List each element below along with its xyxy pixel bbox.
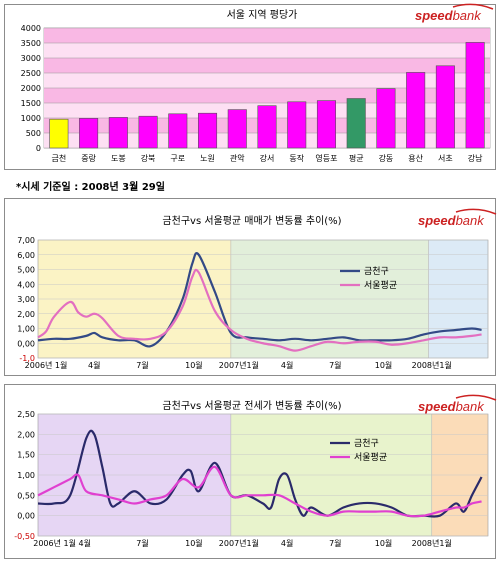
bar-도봉 — [108, 117, 128, 149]
y-tick-label: 2,00 — [17, 430, 35, 439]
series-line-금천구 — [37, 252, 482, 348]
y-tick-label: 0,00 — [17, 512, 35, 521]
x-tick-label: 7월 — [329, 538, 341, 548]
bar-강서 — [257, 105, 277, 149]
background-band — [44, 58, 490, 73]
y-tick-label: 6,00 — [17, 251, 35, 260]
bar-평균 — [346, 98, 366, 149]
y-tick-label: 4000 — [21, 24, 41, 33]
bar-노원 — [198, 112, 218, 149]
legend-label: 서울평균 — [354, 452, 387, 463]
x-tick-label: 10월 — [375, 538, 393, 548]
x-tick-label: 관악 — [230, 153, 245, 163]
x-tick-label: 영등포 — [315, 153, 337, 163]
y-tick-label: -1,0 — [19, 354, 35, 363]
y-tick-label: 7,00 — [17, 236, 35, 245]
y-tick-label: 0,50 — [17, 491, 35, 500]
x-tick-label: 강남 — [468, 153, 483, 163]
x-tick-label: 2006년 1월 — [25, 360, 68, 370]
chart-title: 금천구vs 서울평균 전세가 변동률 추이(%) — [162, 400, 341, 412]
y-tick-label: 1500 — [21, 99, 41, 108]
x-tick-label: 2007년1월 — [219, 538, 259, 548]
x-tick-label: 2007년1월 — [219, 360, 259, 370]
x-tick-label: 구로 — [170, 154, 185, 163]
speedbank-logo-swoosh — [455, 208, 497, 215]
x-tick-label: 용산 — [408, 153, 423, 163]
x-tick-label: 중랑 — [81, 153, 96, 163]
x-tick-label: 2008년1월 — [412, 360, 452, 370]
bar-강남 — [465, 42, 485, 149]
speedbank-logo: speedbank — [418, 213, 485, 228]
y-tick-label: 0,00 — [17, 339, 35, 348]
x-tick-label: 노원 — [200, 154, 215, 163]
x-tick-label: 10월 — [185, 538, 203, 548]
y-tick-label: 3,00 — [17, 295, 35, 304]
speedbank-logo: speedbank — [418, 399, 485, 414]
x-tick-label: 4월 — [281, 538, 293, 548]
legend-label: 서울평균 — [364, 280, 397, 291]
x-tick-label: 2008년1월 — [412, 538, 452, 548]
x-tick-label: 강북 — [141, 153, 156, 163]
series-line-서울평균 — [37, 268, 482, 352]
y-tick-label: 1,50 — [17, 451, 35, 460]
bar-금천 — [49, 118, 69, 149]
x-tick-label: 평균 — [349, 153, 364, 163]
x-tick-label: 금천 — [51, 153, 66, 163]
y-tick-label: 3000 — [21, 54, 41, 63]
legend-label: 금천구 — [354, 438, 379, 449]
x-tick-label: 10월 — [185, 360, 203, 370]
background-band — [44, 43, 490, 58]
bar-중랑 — [79, 118, 99, 149]
bar-영등포 — [316, 100, 336, 149]
bar-동작 — [287, 101, 307, 149]
y-tick-label: 4,00 — [17, 280, 35, 289]
bar-용산 — [406, 72, 426, 149]
reference-date-note: *시세 기준일 : 2008년 3월 29일 — [16, 182, 165, 193]
y-tick-label: 2,50 — [17, 410, 35, 419]
y-tick-label: 2000 — [21, 84, 41, 93]
y-tick-label: 500 — [26, 129, 41, 138]
y-tick-label: 1000 — [21, 114, 41, 123]
y-tick-label: 1,00 — [17, 471, 35, 480]
x-tick-label: 7월 — [329, 360, 341, 370]
background-band — [44, 28, 490, 43]
background-band — [44, 73, 490, 88]
series-line-서울평균 — [37, 465, 482, 518]
x-tick-label: 7월 — [136, 360, 148, 370]
x-tick-label: 도봉 — [111, 154, 126, 163]
x-tick-label: 서초 — [438, 154, 453, 163]
y-tick-label: -0,50 — [14, 532, 35, 541]
bar-관악 — [227, 109, 247, 149]
speedbank-logo-swoosh — [452, 3, 494, 10]
x-tick-label: 10월 — [375, 360, 393, 370]
y-tick-label: 3500 — [21, 39, 41, 48]
x-tick-label: 7월 — [136, 538, 148, 548]
y-tick-label: 5,00 — [17, 266, 35, 275]
legend-label: 금천구 — [364, 266, 389, 277]
chart-title: 서울 지역 평당가 — [227, 9, 298, 21]
bar-서초 — [435, 65, 455, 149]
bar-강동 — [376, 88, 396, 149]
x-tick-label: 4월 — [88, 360, 100, 370]
x-tick-label: 4월 — [281, 360, 293, 370]
x-tick-label: 2006년 1월 4월 — [33, 538, 91, 548]
speedbank-logo: speedbank — [415, 8, 482, 23]
bar-구로 — [168, 113, 188, 149]
x-tick-label: 강동 — [379, 153, 394, 163]
y-tick-label: 2500 — [21, 69, 41, 78]
y-tick-label: 2,00 — [17, 310, 35, 319]
chart-title: 금천구vs 서울평균 매매가 변동률 추이(%) — [162, 215, 341, 227]
speedbank-logo-swoosh — [455, 394, 497, 401]
bar-강북 — [138, 115, 158, 149]
y-tick-label: 1,00 — [17, 325, 35, 334]
x-tick-label: 강서 — [260, 153, 275, 163]
x-tick-label: 동작 — [289, 153, 304, 163]
y-tick-label: 0 — [36, 144, 41, 153]
